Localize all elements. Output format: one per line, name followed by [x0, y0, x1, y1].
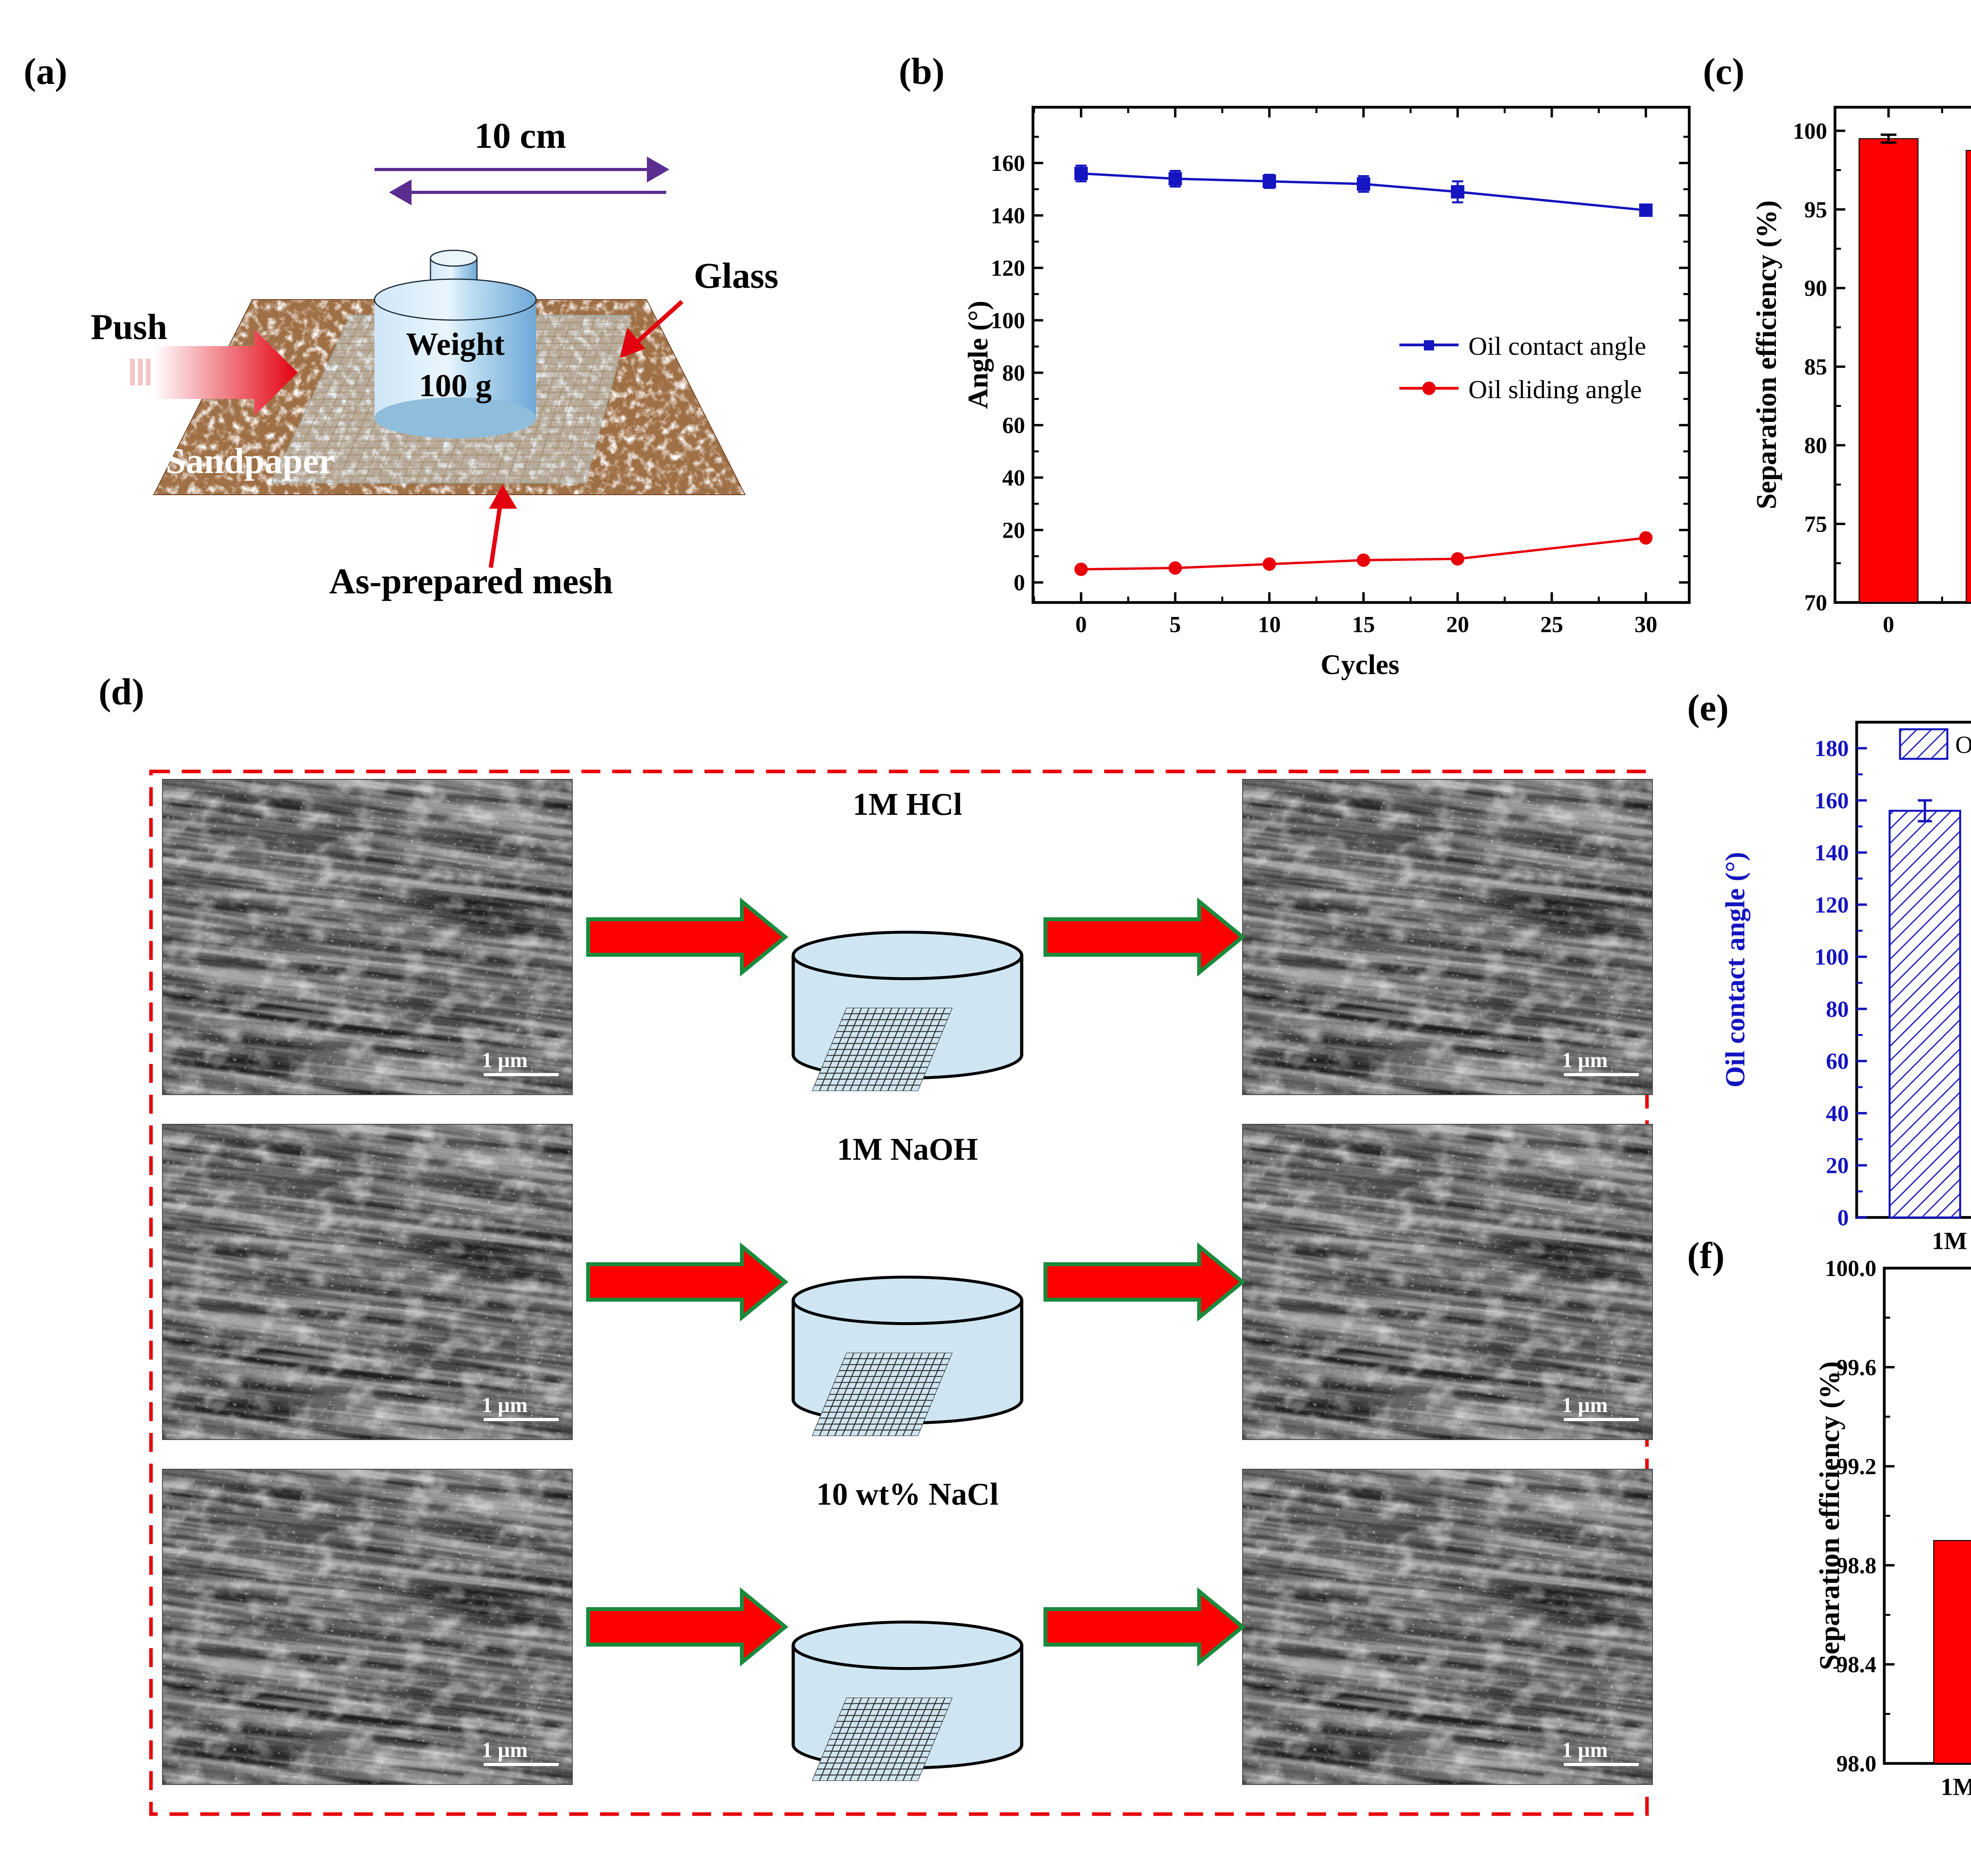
svg-text:140: 140	[1815, 840, 1849, 866]
svg-text:1 µm: 1 µm	[482, 1738, 528, 1762]
svg-text:Separation efficiency (%): Separation efficiency (%)	[1814, 1361, 1845, 1670]
svg-text:160: 160	[1815, 788, 1849, 813]
svg-text:160: 160	[991, 151, 1025, 176]
svg-text:95: 95	[1804, 197, 1827, 222]
svg-text:Oil contact angle (°): Oil contact angle (°)	[1720, 852, 1751, 1088]
svg-text:Angle (°): Angle (°)	[962, 301, 994, 409]
svg-text:75: 75	[1804, 511, 1827, 537]
svg-text:10: 10	[1258, 611, 1281, 637]
svg-text:100.0: 100.0	[1825, 1256, 1877, 1281]
svg-text:Oil sliding angle: Oil sliding angle	[1468, 375, 1642, 404]
svg-text:180: 180	[1815, 736, 1849, 761]
svg-text:1M HCl: 1M HCl	[1932, 1228, 1971, 1254]
svg-text:10 cm: 10 cm	[475, 118, 566, 156]
svg-text:0: 0	[1883, 611, 1894, 637]
svg-text:100: 100	[1815, 944, 1849, 970]
svg-text:15: 15	[1352, 611, 1375, 637]
svg-text:30: 30	[1634, 611, 1657, 637]
svg-text:5: 5	[1170, 611, 1181, 637]
svg-text:Push: Push	[91, 307, 167, 347]
svg-text:1 µm: 1 µm	[1562, 1738, 1608, 1762]
svg-text:Glass: Glass	[694, 255, 779, 296]
svg-text:60: 60	[1826, 1049, 1849, 1074]
svg-text:20: 20	[1002, 518, 1025, 543]
svg-text:Weight: Weight	[406, 326, 505, 362]
svg-text:20: 20	[1826, 1153, 1849, 1178]
svg-text:1M HCl: 1M HCl	[853, 787, 962, 822]
svg-text:1 µm: 1 µm	[482, 1048, 528, 1072]
svg-text:70: 70	[1804, 590, 1827, 615]
svg-text:1 µm: 1 µm	[1562, 1393, 1608, 1417]
svg-text:0: 0	[1013, 570, 1025, 596]
svg-text:98.0: 98.0	[1837, 1751, 1877, 1776]
svg-text:10 wt% NaCl: 10 wt% NaCl	[816, 1477, 999, 1512]
svg-text:0: 0	[1075, 611, 1087, 637]
svg-text:80: 80	[1002, 360, 1025, 386]
svg-text:Oil contact angle: Oil contact angle	[1468, 332, 1646, 361]
svg-text:85: 85	[1804, 354, 1827, 380]
svg-text:80: 80	[1826, 996, 1849, 1022]
svg-text:Separation efficiency (%): Separation efficiency (%)	[1751, 200, 1782, 509]
svg-text:90: 90	[1804, 276, 1827, 301]
svg-text:1 µm: 1 µm	[1562, 1048, 1608, 1072]
svg-text:Sandpaper: Sandpaper	[166, 441, 335, 481]
svg-text:0: 0	[1837, 1205, 1849, 1230]
svg-text:1M NaOH: 1M NaOH	[837, 1132, 978, 1167]
svg-text:1M HCl: 1M HCl	[1941, 1774, 1971, 1800]
svg-text:100: 100	[991, 308, 1025, 333]
svg-text:1 µm: 1 µm	[482, 1393, 528, 1417]
svg-text:Cycles: Cycles	[1321, 649, 1399, 680]
svg-text:As-prepared mesh: As-prepared mesh	[329, 561, 613, 601]
svg-text:20: 20	[1446, 611, 1469, 637]
svg-text:25: 25	[1541, 611, 1563, 637]
svg-text:120: 120	[991, 255, 1025, 281]
svg-text:60: 60	[1002, 413, 1025, 438]
svg-text:100 g: 100 g	[419, 367, 492, 403]
svg-text:80: 80	[1804, 433, 1827, 458]
svg-text:40: 40	[1826, 1101, 1849, 1126]
svg-text:100: 100	[1793, 118, 1827, 144]
svg-text:Oil contact angle: Oil contact angle	[1955, 732, 1971, 758]
svg-text:140: 140	[991, 203, 1025, 229]
svg-text:120: 120	[1815, 892, 1849, 918]
svg-text:40: 40	[1002, 465, 1025, 491]
